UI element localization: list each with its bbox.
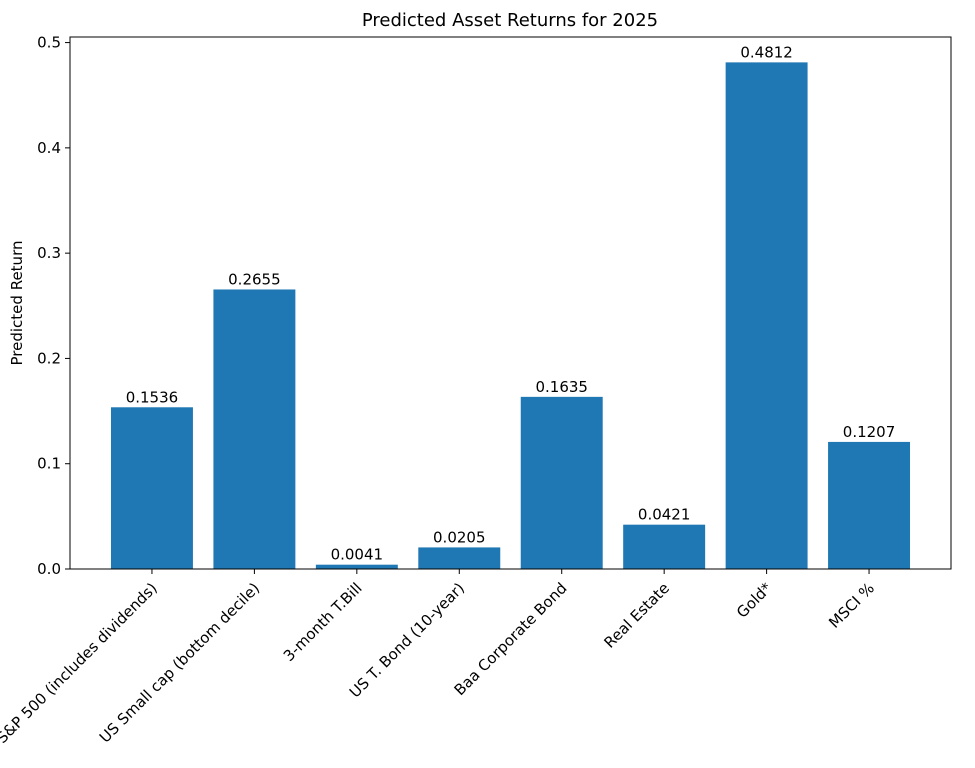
data-label: 0.1207 [843, 423, 896, 441]
bar [110, 407, 193, 569]
y-tick-label: 0.4 [37, 139, 61, 157]
x-tick-label: 3-month T.Bill [280, 579, 366, 665]
chart-title: Predicted Asset Returns for 2025 [362, 10, 658, 31]
x-tick-label: Baa Corporate Bond [451, 579, 571, 699]
plot-frame [69, 36, 952, 570]
y-tick-label: 0.0 [37, 560, 61, 578]
bar [418, 547, 501, 569]
y-tick-label: 0.3 [37, 244, 61, 262]
y-tick-label: 0.2 [37, 349, 61, 367]
bar [623, 524, 706, 569]
data-label: 0.2655 [228, 270, 281, 288]
x-tick-label: Gold* [733, 579, 776, 622]
x-tick-label: S&P 500 (includes dividends) [0, 579, 161, 747]
bar [725, 62, 808, 569]
y-tick-label: 0.5 [37, 34, 61, 52]
x-tick-label: MSCI % [825, 579, 878, 632]
bar [520, 396, 603, 569]
data-label: 0.4812 [740, 43, 793, 61]
data-label: 0.0205 [433, 528, 486, 546]
y-tick-label: 0.1 [37, 455, 61, 473]
bar [315, 564, 398, 569]
data-label: 0.0041 [331, 546, 384, 564]
x-tick-label: US T. Bond (10-year) [346, 579, 468, 701]
data-label: 0.0421 [638, 506, 691, 524]
x-tick-label: Real Estate [600, 579, 673, 652]
bar [213, 289, 296, 569]
y-axis-label: Predicted Return [8, 241, 26, 366]
data-label: 0.1635 [535, 378, 588, 396]
data-label: 0.1536 [126, 388, 179, 406]
bar [828, 441, 911, 569]
x-tick-label: US Small cap (bottom decile) [96, 579, 263, 746]
